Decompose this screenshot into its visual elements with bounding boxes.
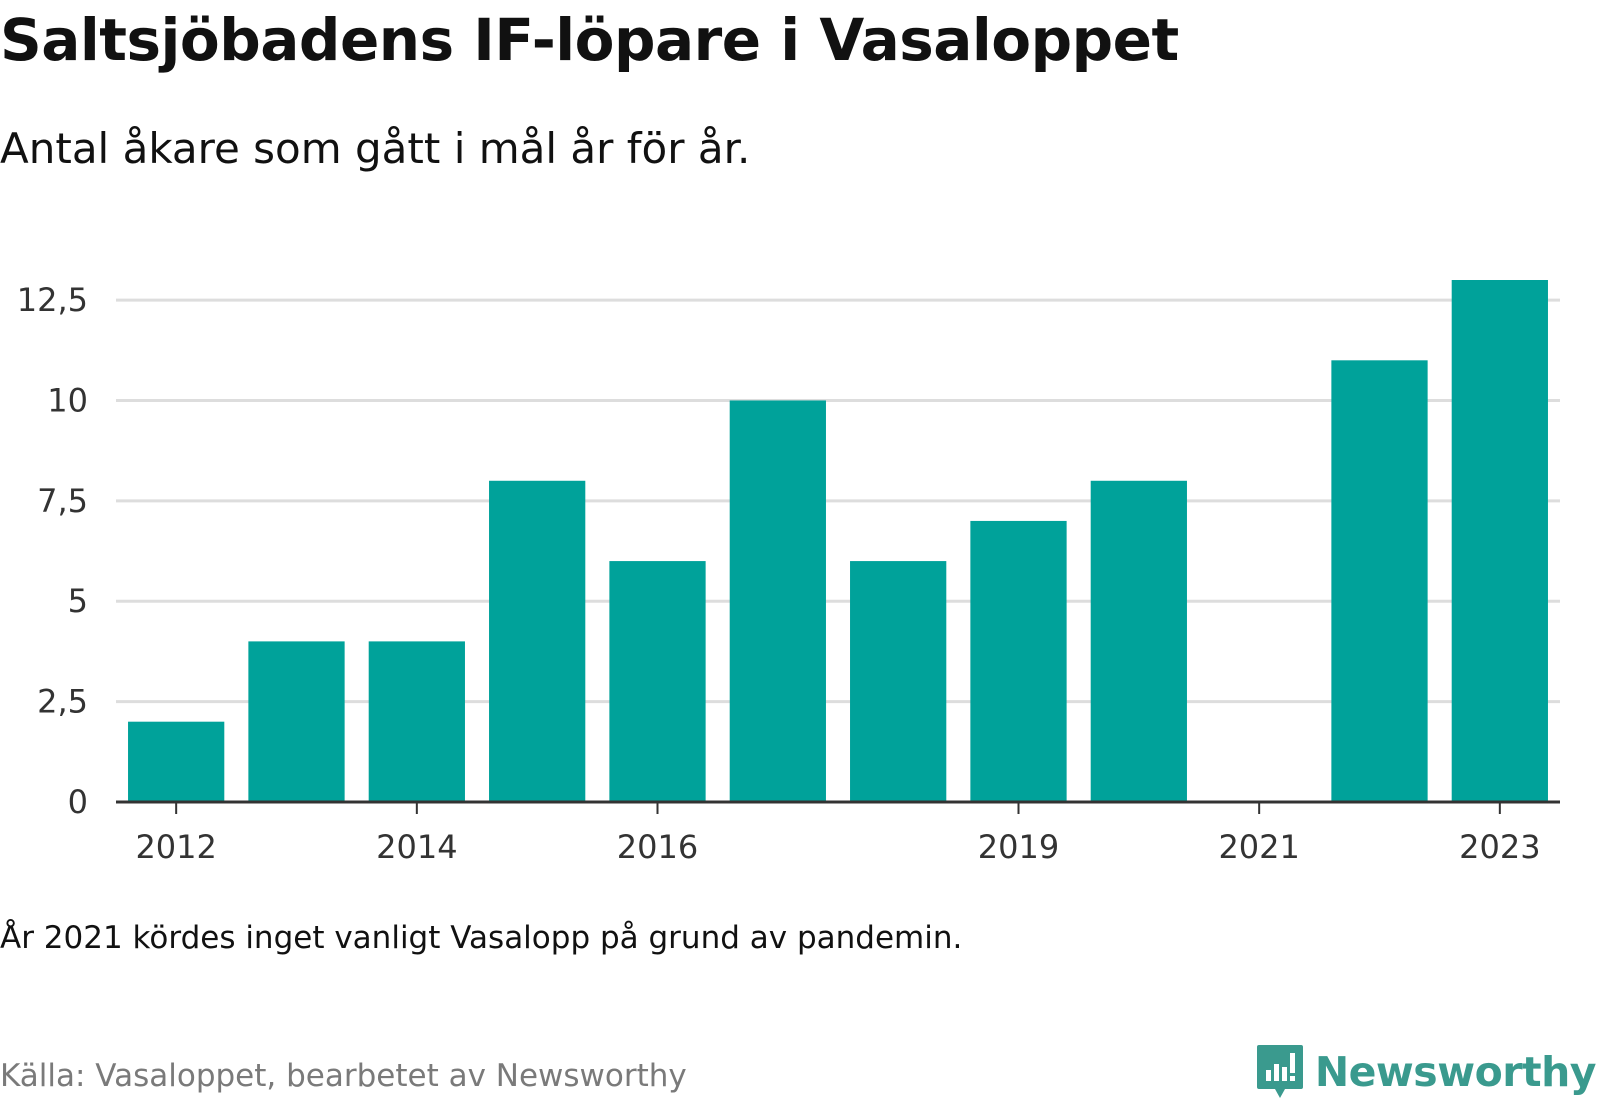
bar-chart-speech-bubble-icon xyxy=(1256,1045,1303,1098)
y-tick-label: 7,5 xyxy=(37,482,88,520)
footnote: År 2021 kördes inget vanligt Vasalopp på… xyxy=(0,920,963,956)
x-axis: 2012 2014 2016 2019 2021 2023 xyxy=(116,800,1560,866)
brand-logo: Newsworthy xyxy=(1255,1043,1597,1101)
x-tick-label: 2019 xyxy=(978,828,1059,866)
y-axis-labels: 0 2,5 5 7,5 10 12,5 xyxy=(17,281,88,821)
grid-lines xyxy=(116,298,1560,704)
x-tick-label: 2016 xyxy=(617,828,698,866)
bar-2015 xyxy=(489,480,586,802)
x-tick-label: 2021 xyxy=(1218,828,1299,866)
y-tick-label: 0 xyxy=(68,783,88,821)
x-tick-label: 2012 xyxy=(135,828,216,866)
source-credit: Källa: Vasaloppet, bearbetet av Newswort… xyxy=(0,1058,687,1094)
bar-2016 xyxy=(609,561,706,802)
bar-2019 xyxy=(970,520,1067,802)
brand-name: Newsworthy xyxy=(1314,1048,1597,1096)
chart-subtitle: Antal åkare som gått i mål år för år. xyxy=(0,124,751,173)
y-tick-label: 5 xyxy=(68,582,88,620)
x-tick-label: 2023 xyxy=(1459,828,1540,866)
y-tick-label: 12,5 xyxy=(17,281,88,319)
y-tick-label: 10 xyxy=(47,381,88,419)
bar-2022 xyxy=(1331,360,1428,802)
bar-2018 xyxy=(850,561,947,802)
bar-chart: 0 2,5 5 7,5 10 12,5 2012 2014 2016 2019 2021 2023 xyxy=(17,280,1560,866)
bars xyxy=(128,280,1548,802)
x-tick-label: 2014 xyxy=(376,828,457,866)
bar-2012 xyxy=(128,721,225,802)
y-tick-label: 2,5 xyxy=(37,683,88,721)
bar-2017 xyxy=(729,400,826,802)
bar-2023 xyxy=(1451,280,1548,802)
bar-2014 xyxy=(368,641,465,802)
bar-2020 xyxy=(1090,480,1187,802)
chart-title: Saltsjöbadens IF-löpare i Vasaloppet xyxy=(0,6,1179,74)
bar-2013 xyxy=(248,641,345,802)
